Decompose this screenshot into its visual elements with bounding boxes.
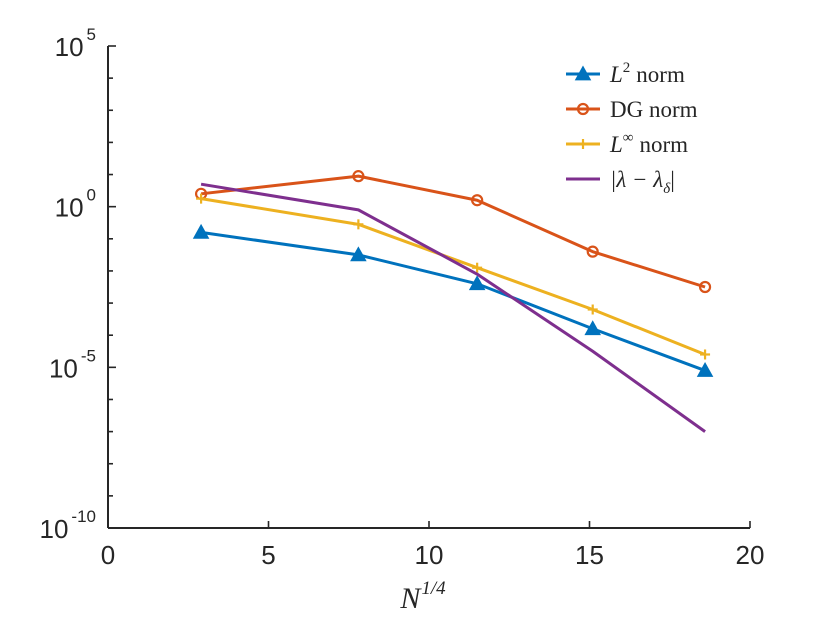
data-point (196, 193, 207, 204)
y-tick-label: 10 5 (55, 25, 96, 62)
legend-entry-3: |λ − λδ| (566, 167, 675, 197)
x-tick-label: 0 (101, 540, 115, 570)
legend-label: L∞ norm (609, 130, 688, 157)
legend: L2 norm DG norm L∞ norm |λ − λδ| (566, 60, 698, 197)
data-point (353, 219, 364, 230)
x-tick-label: 20 (736, 540, 765, 570)
data-point (584, 320, 601, 336)
data-point (586, 245, 599, 258)
legend-entry-0: L2 norm (566, 60, 685, 87)
series-0 (192, 223, 714, 377)
legend-marker (576, 102, 590, 116)
data-point (700, 349, 711, 360)
x-tick-label: 5 (261, 540, 275, 570)
y-tick-label: 10 0 (55, 186, 96, 223)
x-tick-label: 15 (575, 540, 604, 570)
data-point (192, 223, 210, 239)
y-tick-label: 10 -10 (40, 507, 97, 544)
series-2 (196, 193, 711, 360)
legend-label: |λ − λδ| (610, 167, 675, 197)
data-point (587, 304, 598, 315)
data-point (468, 275, 486, 291)
series-1 (194, 170, 712, 294)
data-point (472, 262, 483, 273)
legend-entry-2: L∞ norm (566, 130, 688, 157)
x-tick-label: 10 (415, 540, 444, 570)
series-layer (192, 170, 714, 433)
data-point (698, 280, 712, 294)
series-line (200, 230, 706, 372)
data-point (696, 362, 714, 377)
series-line (200, 174, 706, 289)
y-tick-label: 10 -5 (49, 346, 96, 383)
series-line (200, 182, 706, 433)
data-point (471, 194, 484, 207)
data-point (350, 246, 367, 262)
series-3 (200, 182, 706, 433)
legend-marker (574, 65, 592, 81)
data-point (352, 170, 365, 183)
legend-marker (578, 139, 588, 149)
x-axis-label: N1/4 (399, 578, 446, 615)
legend-label: L2 norm (609, 60, 685, 87)
legend-entry-1: DG norm (566, 97, 698, 122)
legend-label: DG norm (610, 97, 698, 122)
